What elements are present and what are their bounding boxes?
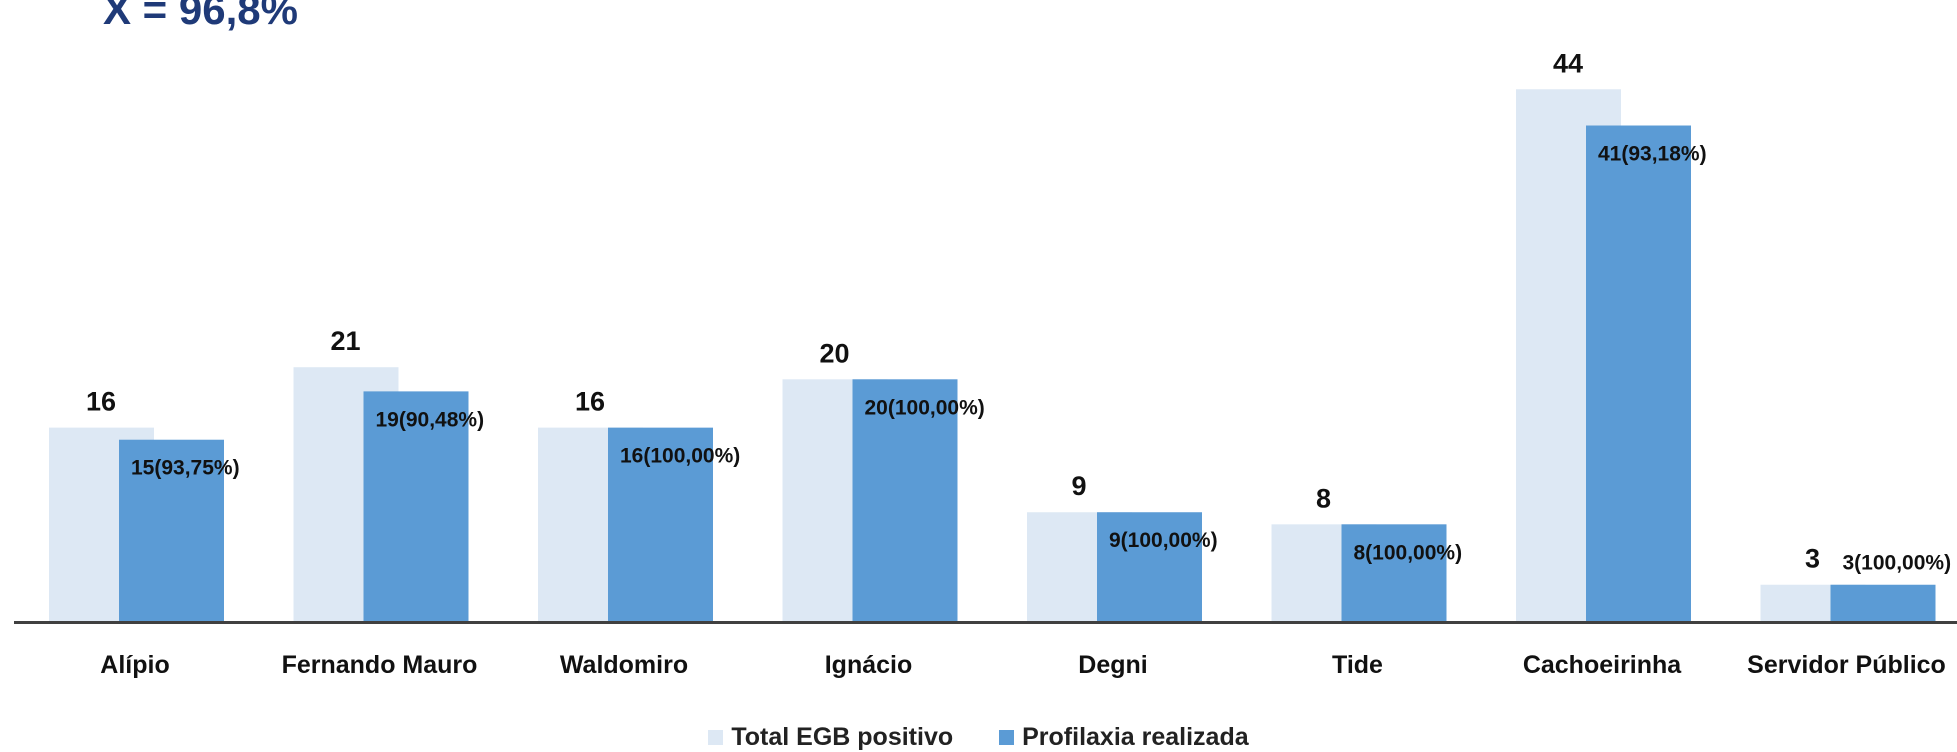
bar-profilaxia bbox=[608, 427, 713, 621]
legend: Total EGB positivo Profilaxia realizada bbox=[0, 723, 1957, 752]
category-label: Alípio bbox=[100, 651, 169, 679]
legend-label-total: Total EGB positivo bbox=[731, 723, 954, 751]
legend-swatch-profilaxia bbox=[999, 730, 1015, 745]
legend-swatch-total bbox=[708, 730, 724, 745]
category-label: Degni bbox=[1078, 651, 1147, 679]
data-label-total: 20 bbox=[819, 338, 849, 368]
legend-label-profilaxia: Profilaxia realizada bbox=[1022, 723, 1249, 751]
data-label-total: 8 bbox=[1316, 483, 1331, 513]
category-label: Cachoeirinha bbox=[1523, 651, 1682, 679]
legend-item-profilaxia: Profilaxia realizada bbox=[999, 723, 1249, 752]
data-label-total: 9 bbox=[1071, 471, 1086, 501]
category-label: Fernando Mauro bbox=[282, 651, 478, 679]
data-label-total: 16 bbox=[86, 387, 116, 417]
data-label-total: 3 bbox=[1805, 544, 1820, 574]
bar-profilaxia bbox=[1586, 125, 1691, 622]
data-label-total: 44 bbox=[1553, 48, 1583, 78]
data-label-profilaxia: 16(100,00%) bbox=[620, 445, 740, 468]
data-label-profilaxia: 41(93,18%) bbox=[1598, 143, 1707, 166]
legend-item-total: Total EGB positivo bbox=[708, 723, 953, 752]
bar-profilaxia bbox=[363, 391, 469, 621]
bar-profilaxia bbox=[852, 379, 958, 621]
category-label: Servidor Público bbox=[1747, 651, 1946, 679]
data-label-profilaxia: 20(100,00%) bbox=[865, 396, 985, 419]
data-label-profilaxia: 19(90,48%) bbox=[376, 408, 485, 431]
bar-profilaxia bbox=[1097, 512, 1202, 621]
data-label-profilaxia: 3(100,00%) bbox=[1843, 552, 1952, 575]
bar-profilaxia bbox=[1830, 584, 1936, 621]
data-label-profilaxia: 9(100,00%) bbox=[1109, 529, 1218, 552]
bar-profilaxia bbox=[1341, 524, 1447, 621]
mean-annotation: X = 96,8% bbox=[103, 0, 298, 33]
bar-profilaxia bbox=[119, 439, 224, 621]
data-label-total: 21 bbox=[330, 326, 360, 356]
category-label: Ignácio bbox=[825, 651, 913, 679]
data-label-profilaxia: 15(93,75%) bbox=[131, 457, 240, 480]
data-label-profilaxia: 8(100,00%) bbox=[1354, 541, 1463, 564]
data-label-total: 16 bbox=[575, 387, 605, 417]
category-label: Tide bbox=[1332, 651, 1383, 679]
category-label: Waldomiro bbox=[560, 651, 688, 679]
